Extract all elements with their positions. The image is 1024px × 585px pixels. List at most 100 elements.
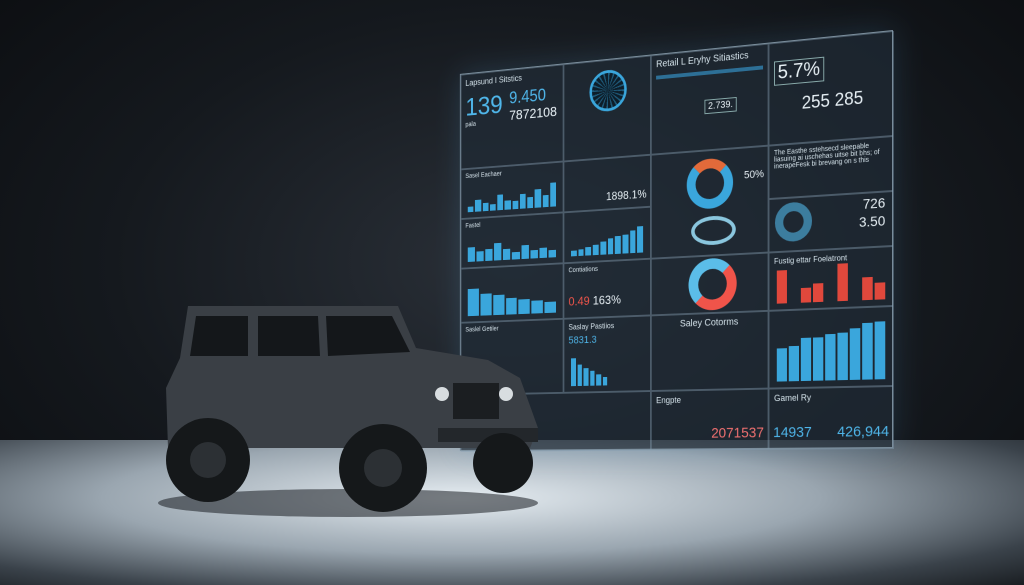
stat-value: 3.50 [859, 212, 886, 230]
vehicle-windows [190, 316, 410, 356]
chart-bar [467, 206, 474, 213]
stat-panel: 5.7% 255 285 [768, 30, 894, 146]
chart-bar [542, 194, 549, 208]
chart-bar [476, 251, 484, 262]
chart-bar [776, 347, 787, 382]
bar-chart-panel: Fastel [460, 212, 564, 269]
bar-chart-panel [768, 305, 894, 389]
chart-bar [475, 199, 481, 212]
chart-bar [812, 337, 824, 381]
chart-bar [548, 249, 556, 258]
ring-chart [691, 214, 736, 247]
mini-bar-chart [570, 218, 644, 257]
mini-bar-chart [467, 233, 556, 262]
stat-panel: Contiations 0.49 163% [563, 258, 651, 319]
chart-bar [614, 236, 621, 255]
chart-bar [530, 249, 538, 259]
chart-bar [512, 251, 520, 260]
chart-bar [489, 203, 496, 211]
chart-bar [849, 328, 861, 380]
stat-panel: Gamel Ry 14937 426,944 [768, 385, 894, 450]
wheel [339, 424, 427, 512]
stat-panel: Retail L Eryhy Sitiastics 2.739. [650, 43, 769, 155]
gauge-panel: 726 3.50 [768, 190, 894, 253]
wheel-graphic [589, 68, 627, 113]
stat-value: 2071537 [711, 424, 764, 442]
chart-bar [800, 337, 812, 382]
engine-panel: Engpte 2071537 [650, 388, 769, 451]
donut-chart [688, 257, 737, 312]
chart-bar [837, 263, 848, 302]
line-chart-panel: 1898.1% [563, 154, 651, 213]
stacked-bar-panel: Fustig ettar Foelatront [768, 245, 894, 311]
donut-label: 50% [743, 168, 764, 182]
panel-title: Saslay Pastiios [568, 321, 615, 332]
grille [453, 383, 499, 419]
chart-bar [622, 234, 629, 254]
panel-title: Saley Cotorms [679, 316, 739, 330]
big-stat: 139 [465, 89, 503, 122]
red-donut-panel [650, 252, 769, 316]
wheel [166, 418, 250, 502]
chart-bar [629, 230, 636, 254]
stat-value: 726 [862, 194, 886, 212]
chart-bar [637, 226, 644, 253]
line-panel: Saley Cotorms [650, 310, 769, 392]
chart-bar [534, 188, 541, 208]
chart-bar [874, 282, 886, 300]
chart-bar [467, 247, 475, 262]
off-road-vehicle [158, 306, 538, 517]
mini-bar-chart [776, 262, 886, 304]
chart-bar [519, 193, 526, 209]
chart-bar [800, 287, 812, 303]
chart-bar [570, 358, 576, 387]
donut-panel: 50% [650, 145, 769, 259]
bar-chart-panel: Saslay Pastiios 5831.3 [563, 315, 651, 393]
panel-title: Contiations [568, 266, 598, 275]
stat-value: 426,944 [837, 423, 890, 441]
chart-bar [482, 202, 489, 212]
chart-bar [550, 182, 557, 207]
chart-bar [602, 377, 608, 386]
description-text: The Easthe sstehsecd sleepable liasuing … [774, 142, 880, 171]
chart-bar [494, 243, 502, 261]
chart-bar [592, 244, 599, 256]
chart-bar [825, 334, 836, 381]
chart-bar [607, 238, 614, 255]
chart-bar [544, 301, 557, 314]
stat-value: 7872108 [509, 103, 557, 124]
panel-title: Fastel [465, 222, 481, 230]
chart-bar [539, 247, 547, 259]
text-panel: The Easthe sstehsecd sleepable liasuing … [768, 135, 894, 200]
chart-bar [527, 197, 534, 209]
stat-value: 255 [801, 90, 830, 113]
gauge-chart [774, 201, 813, 243]
chart-bar [504, 200, 511, 210]
bar-chart-panel [563, 206, 651, 264]
chart-bar [596, 374, 601, 386]
chart-bar [874, 321, 886, 380]
chart-bar [578, 248, 584, 256]
chart-bar [862, 277, 873, 301]
panel-title: Engpte [656, 395, 682, 406]
stat-value: 163% [592, 292, 621, 308]
chart-bar [589, 370, 595, 386]
stat-value: 14937 [773, 423, 812, 442]
wheel-panel [563, 55, 651, 162]
stat-value: 5.7% [774, 56, 824, 86]
chart-bar [600, 241, 606, 255]
chart-bar [485, 248, 493, 262]
donut-chart [686, 157, 734, 211]
mini-bar-chart [776, 317, 886, 382]
mini-bar-chart [467, 179, 557, 213]
stat-value: 5831.3 [568, 334, 597, 347]
chart-bar [812, 283, 824, 303]
bar-chart-panel: Sasel Eachaer [460, 161, 564, 220]
stat-value: 285 [834, 87, 864, 110]
chart-bar [497, 193, 504, 211]
stat-value-alert: 0.49 [568, 293, 590, 309]
chart-bar [788, 345, 799, 382]
chart-bar [583, 367, 589, 386]
chart-bar [577, 364, 582, 387]
mini-bar-chart [570, 353, 608, 387]
